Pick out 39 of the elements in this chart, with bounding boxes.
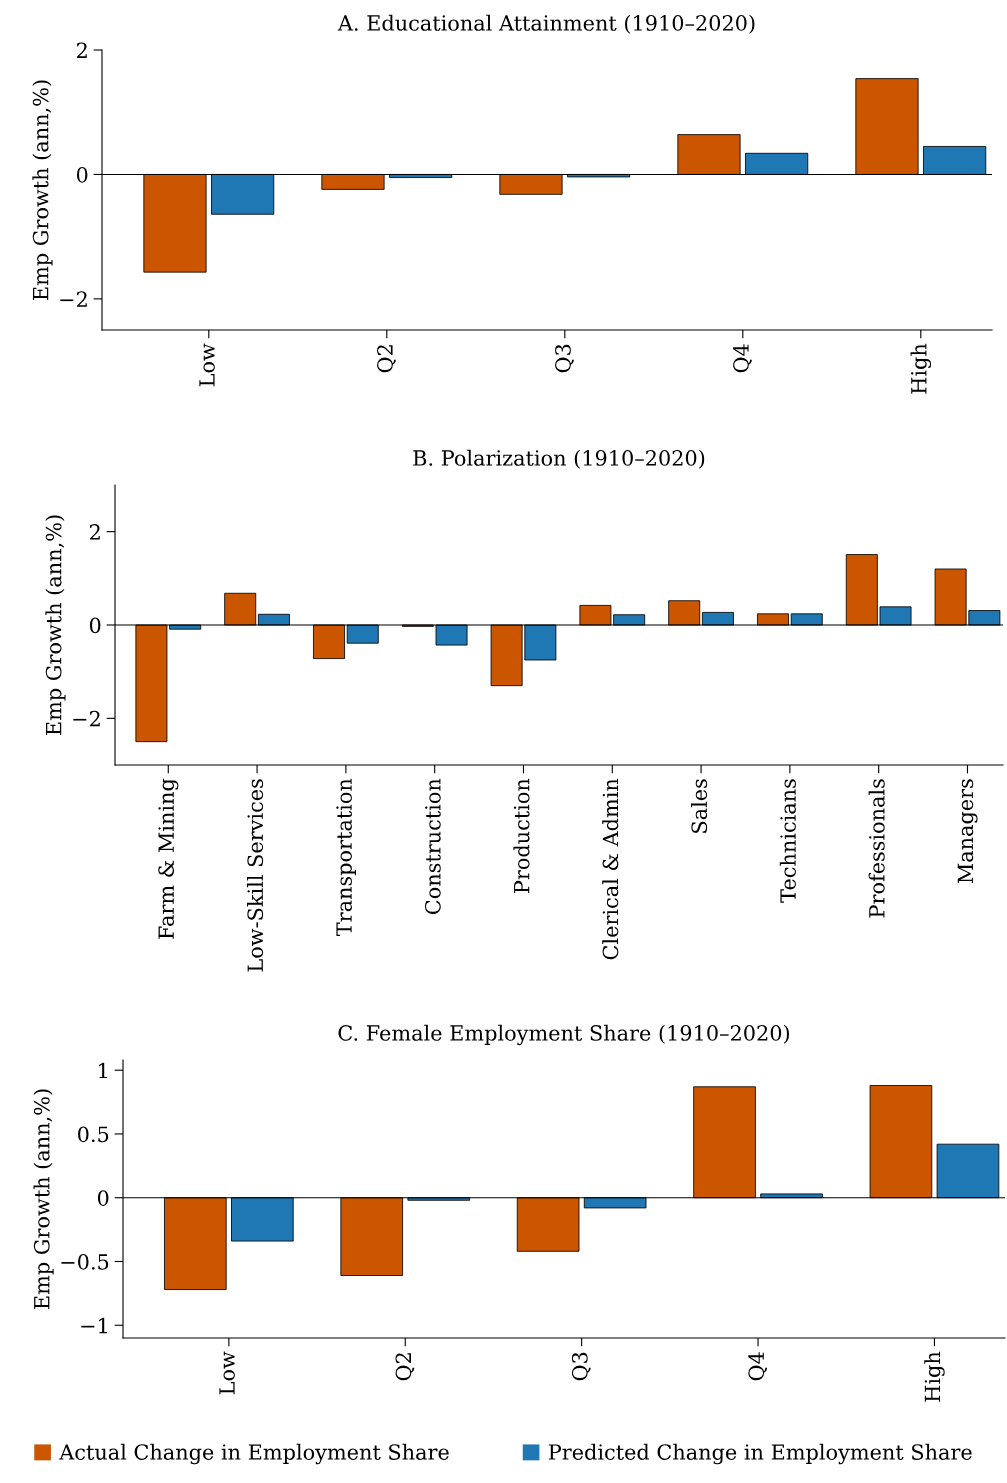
legend-label: Actual Change in Employment Share: [59, 1443, 449, 1465]
x-tick-label: Clerical & Admin: [602, 778, 619, 960]
x-tick-label: Low: [199, 343, 215, 387]
x-tick-label: Technicians: [779, 779, 796, 903]
y-tick-label: 2: [76, 42, 87, 58]
y-tick-label: 0: [76, 166, 88, 183]
y-tick-label: −2: [73, 710, 100, 727]
x-tick-label: Q2: [377, 345, 396, 373]
y-tick-label: 0.5: [78, 1126, 109, 1143]
x-tick-label: Sales: [691, 779, 708, 833]
x-tick-label: Q4: [748, 1352, 768, 1381]
chart-title: A. Educational Attainment (1910–2020): [337, 14, 755, 34]
y-tick-label: 2: [89, 524, 100, 540]
x-tick-label: Production: [513, 778, 530, 893]
y-tick-label: 0: [97, 1190, 109, 1206]
x-tick-label: Q3: [571, 1352, 591, 1381]
chart-title: C. Female Employment Share (1910–2020): [338, 1024, 790, 1046]
x-tick-label: Professionals: [868, 779, 885, 918]
y-axis-title: Emp Growth (ann,%): [45, 515, 66, 735]
y-tick-label: 0: [89, 617, 101, 634]
x-tick-label: Q4: [733, 344, 752, 373]
x-tick-label: Construction: [424, 778, 441, 915]
y-tick-label: −1: [81, 1317, 107, 1334]
y-tick-label: −0.5: [61, 1253, 109, 1270]
x-tick-label: Low: [219, 1351, 235, 1395]
y-axis-title: Emp Growth (ann,%): [32, 80, 53, 300]
x-tick-label: Transportation: [336, 778, 356, 936]
legend-label: Predicted Change in Employment Share: [548, 1443, 972, 1465]
x-tick-label: Q3: [555, 344, 574, 373]
y-axis-title: Emp Growth (ann,%): [33, 1089, 54, 1309]
x-tick-label: Low-Skill Services: [247, 779, 264, 972]
chart-title: B. Polarization (1910–2020): [413, 449, 705, 469]
x-tick-label: High: [910, 343, 932, 394]
x-tick-label: Farm & Mining: [158, 778, 179, 939]
x-tick-label: Q2: [395, 1353, 415, 1381]
y-tick-label: 1: [99, 1062, 107, 1079]
x-tick-label: High: [924, 1351, 945, 1402]
x-tick-label: Managers: [957, 779, 978, 884]
y-tick-label: −2: [60, 291, 87, 307]
